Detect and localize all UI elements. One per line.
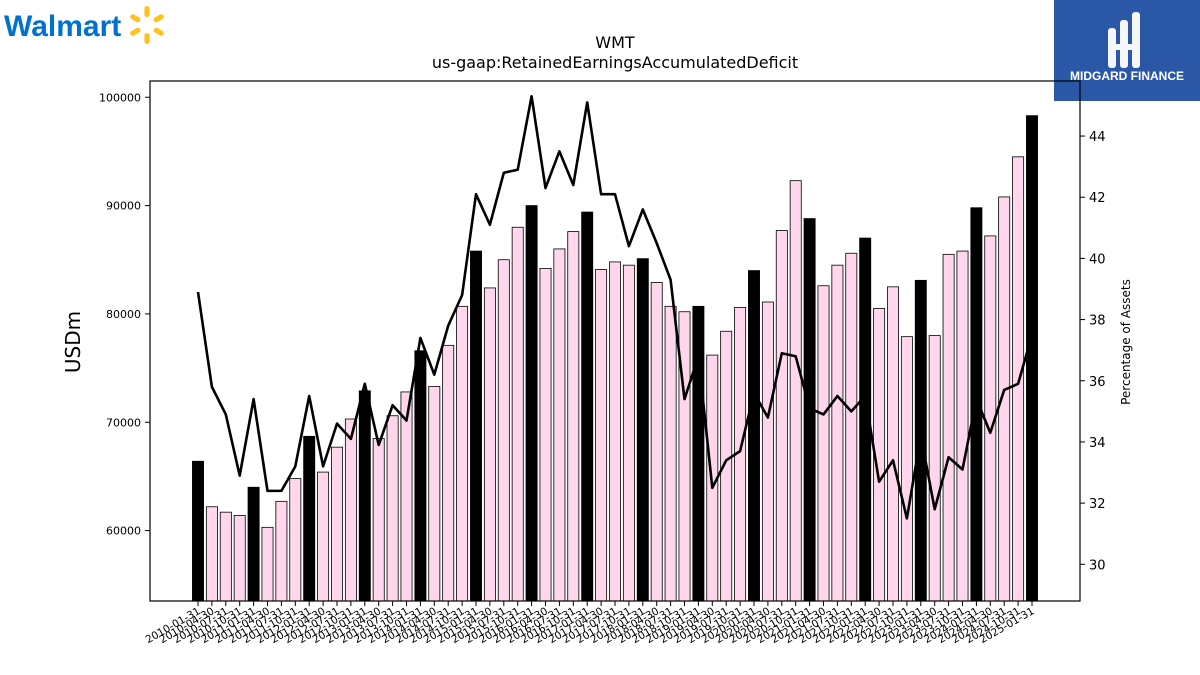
- y2-axis-label: Percentage of Assets: [1119, 279, 1133, 405]
- bar-2014-04-30: [428, 386, 441, 602]
- bar-2014-07-31: [442, 344, 455, 602]
- y2-tick-label: 44: [1089, 130, 1106, 145]
- bar-2012-10-31: [344, 418, 357, 602]
- axes: 60000 70000 80000 90000 100000 30 32 34 36 38 40 42…: [99, 80, 1106, 646]
- bar-2023-04-30: [928, 335, 941, 602]
- bar-2013-07-31: [386, 415, 399, 602]
- bar-2016-04-30: [539, 268, 552, 602]
- bar-2018-07-31: [664, 305, 677, 602]
- bar-2010-01-31: [192, 460, 204, 602]
- bar-2016-10-31: [567, 231, 580, 602]
- bar-2021-04-30: [817, 285, 830, 602]
- bar-2024-10-31: [1012, 156, 1025, 602]
- bar-2018-04-30: [650, 282, 663, 602]
- y-tick-label: 70000: [106, 416, 141, 429]
- y-tick-label: 80000: [106, 308, 141, 321]
- y2-tick-label: 34: [1089, 436, 1106, 451]
- bar-2011-04-30: [261, 526, 274, 602]
- bar-2017-07-31: [609, 261, 621, 602]
- bar-2013-04-30: [372, 438, 385, 602]
- y2-tick-label: 32: [1089, 497, 1106, 512]
- bar-2011-07-31: [275, 500, 288, 602]
- chart-subtitle: us-gaap:RetainedEarningsAccumulatedDefic…: [432, 53, 798, 72]
- bar-2015-04-30: [483, 287, 496, 602]
- y2-tick-label: 40: [1089, 252, 1106, 267]
- bar-2010-10-31: [233, 515, 246, 602]
- y-tick-label: 60000: [106, 525, 141, 538]
- bar-2015-07-31: [497, 259, 510, 602]
- bar-2023-10-31: [956, 250, 969, 602]
- bar-2022-07-31: [887, 286, 899, 602]
- y-tick-label: 100000: [99, 91, 141, 104]
- bar-2021-07-31: [831, 264, 844, 602]
- bar-2010-04-30: [205, 506, 218, 602]
- bar-2017-01-31: [581, 211, 594, 602]
- bar-2017-04-30: [595, 269, 608, 602]
- bar-2015-01-31: [470, 250, 482, 602]
- bar-2020-01-31: [748, 270, 760, 602]
- y2-tick-label: 42: [1089, 191, 1106, 206]
- walmart-logo-text: Walmart: [4, 10, 121, 43]
- chart-title: WMT: [595, 33, 635, 52]
- y2-tick-label: 38: [1089, 314, 1106, 329]
- midgard-emblem-icon: MIDGARD FINANCE: [1070, 12, 1184, 83]
- bar-2013-10-31: [400, 391, 413, 602]
- bar-2012-01-31: [303, 435, 316, 602]
- bar-2015-10-31: [511, 226, 524, 602]
- y-tick-label: 90000: [106, 200, 141, 213]
- walmart-logo: Walmart: [4, 6, 164, 44]
- bar-2016-01-31: [525, 205, 538, 602]
- bar-2011-10-31: [289, 478, 302, 602]
- bar-2013-01-31: [358, 390, 371, 602]
- bar-2020-07-31: [775, 230, 788, 602]
- y2-tick-label: 36: [1089, 375, 1106, 390]
- midgard-finance-text: MIDGARD FINANCE: [1070, 69, 1184, 83]
- bar-2012-07-31: [331, 446, 343, 602]
- line-series: [196, 94, 1034, 520]
- bar-2011-01-31: [247, 486, 260, 602]
- bar-2012-04-30: [317, 471, 330, 602]
- bar-2014-01-31: [414, 350, 427, 602]
- bar-2022-10-31: [900, 336, 913, 602]
- bar-2018-01-31: [636, 258, 649, 602]
- bar-2014-10-31: [456, 305, 469, 602]
- bar-2021-10-31: [845, 252, 858, 602]
- bar-series: [192, 115, 1038, 602]
- bar-2020-10-31: [789, 180, 802, 602]
- percentage-of-assets-line: [196, 94, 1034, 520]
- walmart-spark-icon: [130, 6, 164, 44]
- y2-tick-label: 30: [1089, 558, 1106, 573]
- midgard-finance-logo: MIDGARD FINANCE: [1054, 0, 1200, 101]
- bar-2016-07-31: [553, 248, 566, 602]
- bar-2019-01-31: [692, 305, 705, 602]
- bar-2023-07-31: [942, 253, 955, 602]
- bar-2020-04-30: [761, 301, 774, 602]
- bar-2010-07-31: [219, 511, 232, 602]
- bar-2025-01-31: [1026, 115, 1038, 602]
- bar-2017-10-31: [622, 264, 635, 602]
- y-axis-label: USDm: [61, 311, 85, 373]
